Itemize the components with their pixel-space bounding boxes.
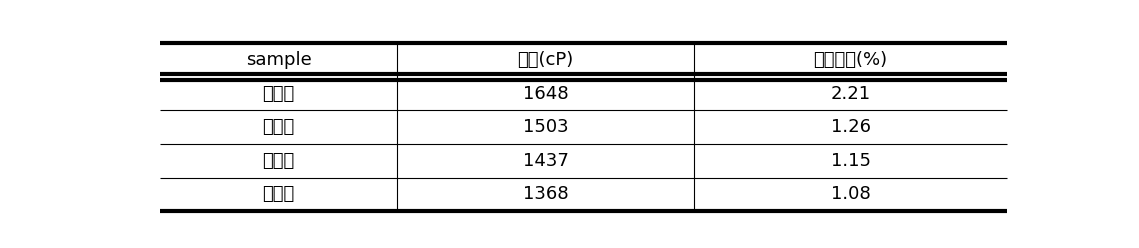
Text: 2.21: 2.21	[830, 85, 870, 102]
Text: 1.08: 1.08	[830, 185, 870, 203]
Text: 산내마: 산내마	[263, 118, 295, 136]
Text: 1368: 1368	[523, 185, 568, 203]
Text: 금산사: 금산사	[263, 152, 295, 170]
Text: 1.26: 1.26	[830, 118, 870, 136]
Text: 1648: 1648	[523, 85, 568, 102]
Text: 강원도: 강원도	[263, 85, 295, 102]
Text: 점도(cP): 점도(cP)	[517, 51, 574, 69]
Text: 점액성분(%): 점액성분(%)	[813, 51, 887, 69]
Text: 서동마: 서동마	[263, 185, 295, 203]
Text: sample: sample	[246, 51, 312, 69]
Text: 1503: 1503	[523, 118, 568, 136]
Text: 1.15: 1.15	[830, 152, 870, 170]
Text: 1437: 1437	[523, 152, 568, 170]
